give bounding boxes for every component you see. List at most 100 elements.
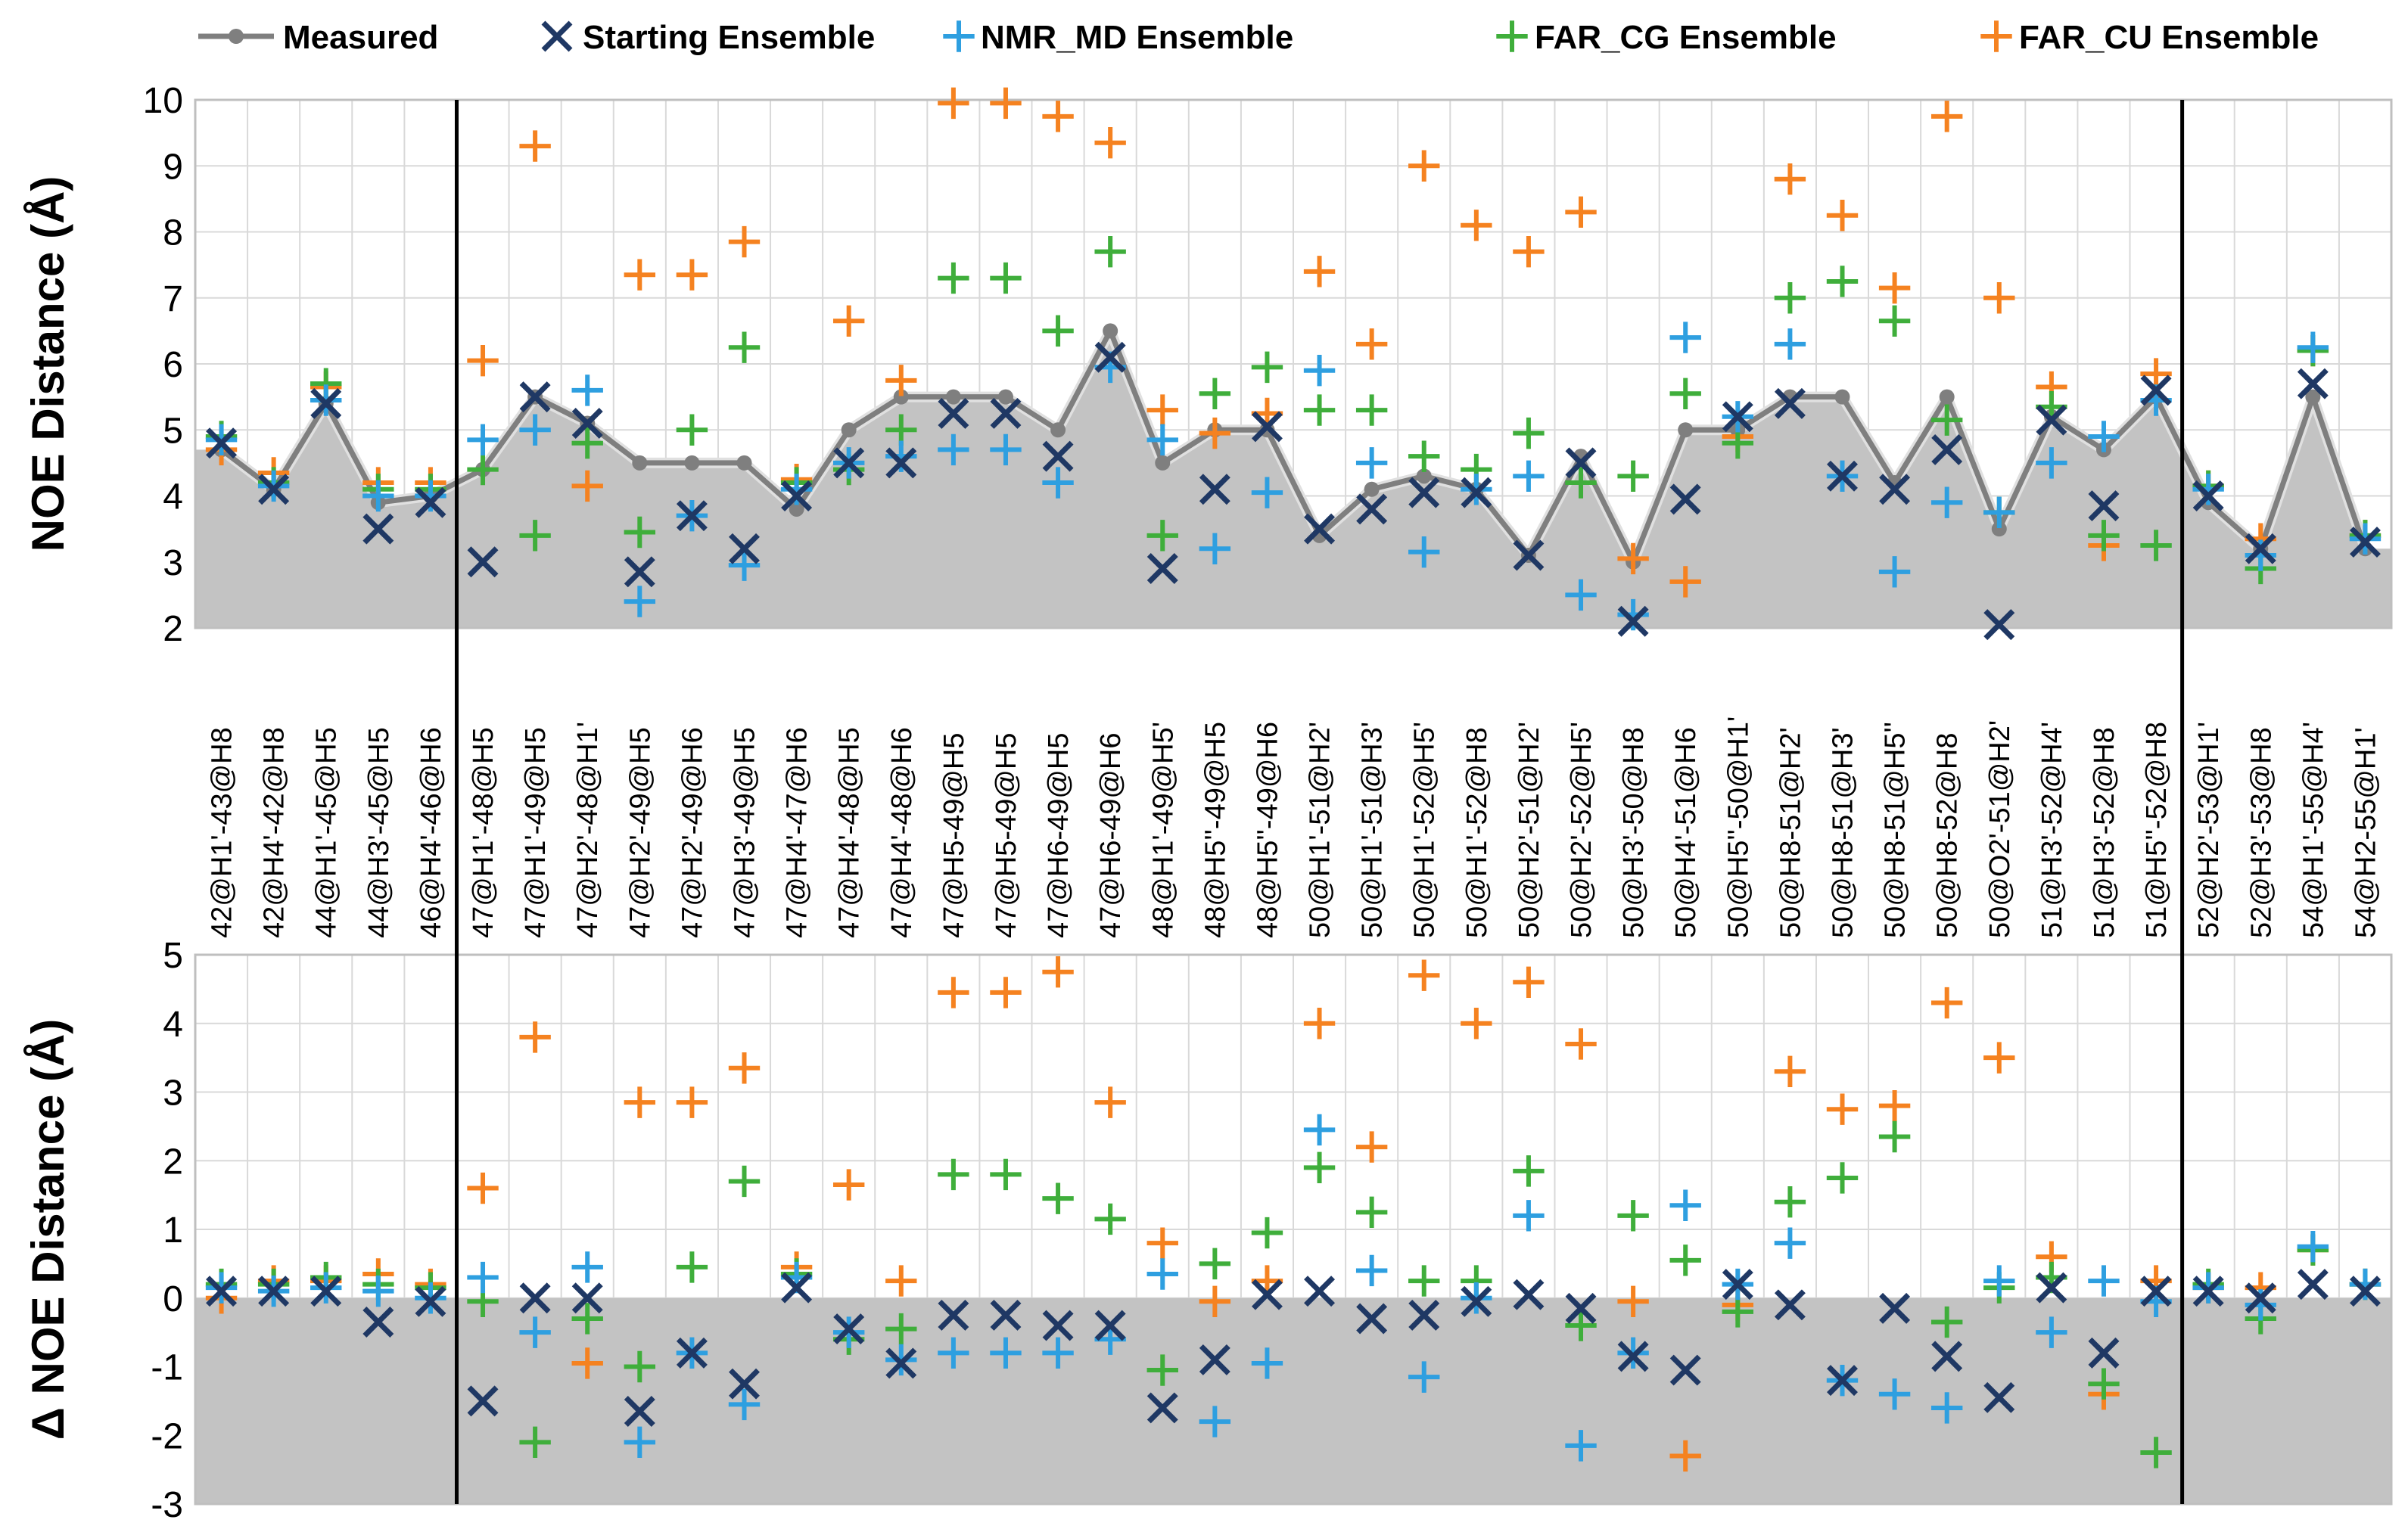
category-label: 51@H3'-52@H4' bbox=[2036, 722, 2068, 938]
far-cu-ensemble-marker bbox=[519, 130, 551, 162]
measured-point bbox=[893, 389, 909, 405]
far-cg-ensemble-marker bbox=[676, 414, 708, 446]
nmr-md-ensemble-marker bbox=[885, 440, 917, 472]
starting-ensemble-marker bbox=[2297, 368, 2329, 399]
measured-point bbox=[1050, 422, 1066, 438]
starting-ensemble-marker bbox=[467, 546, 499, 578]
far-cu-ensemble-marker bbox=[1826, 1093, 1859, 1125]
category-label: 42@H4'-42@H8 bbox=[259, 727, 291, 938]
far-cg-ensemble-marker bbox=[571, 1303, 603, 1335]
negative-shaded-area bbox=[195, 1297, 2391, 1504]
measured-point bbox=[736, 455, 752, 471]
category-label: 44@H3'-45@H5 bbox=[363, 727, 395, 938]
nmr-md-ensemble-marker bbox=[2088, 421, 2120, 452]
nmr-md-ensemble-marker bbox=[571, 1251, 603, 1283]
far-cg-ensemble-marker bbox=[1408, 1265, 1440, 1297]
far-cu-ensemble-marker bbox=[1461, 1008, 1492, 1039]
far-cg-ensemble-marker bbox=[885, 1313, 917, 1345]
nmr-md-ensemble-marker bbox=[1565, 579, 1597, 611]
far-cg-ensemble-marker bbox=[1722, 1296, 1754, 1328]
far-cu-ensemble-marker bbox=[1565, 196, 1597, 228]
far-cu-ensemble-marker bbox=[990, 87, 1022, 120]
legend-swatch-far_cu bbox=[1980, 20, 2012, 52]
starting-ensemble-marker bbox=[2140, 374, 2172, 406]
far-cu-ensemble-marker bbox=[1355, 1131, 1388, 1163]
nmr-md-ensemble-marker bbox=[467, 1261, 499, 1294]
starting-ensemble-marker bbox=[2036, 1272, 2067, 1304]
category-label: 51@H3'-52@H8 bbox=[2089, 727, 2120, 938]
measured-point bbox=[1834, 389, 1850, 405]
starting-ensemble-marker bbox=[1408, 1299, 1440, 1331]
starting-ensemble-marker bbox=[2349, 1276, 2381, 1307]
legend: Measured Starting Ensemble NMR_MD Ensemble… bbox=[198, 19, 2319, 56]
measured-point bbox=[1103, 323, 1118, 339]
category-label: 47@H4'-48@H5 bbox=[834, 727, 866, 938]
category-label: 48@H5''-49@H6 bbox=[1252, 722, 1283, 938]
measured-point bbox=[789, 501, 804, 517]
far-cg-ensemble-marker bbox=[1251, 1217, 1283, 1249]
far-cu-ensemble-marker bbox=[1094, 1086, 1126, 1118]
category-label: 47@H1'-48@H5 bbox=[468, 727, 499, 938]
far-cg-ensemble-marker bbox=[1669, 378, 1701, 409]
far-cg-ensemble-marker bbox=[1617, 1200, 1649, 1232]
starting-ensemble-marker bbox=[1827, 460, 1858, 492]
far-cg-ensemble-marker bbox=[1878, 1120, 1911, 1153]
far-cu-ensemble-marker bbox=[1094, 127, 1126, 159]
starting-ensemble-marker bbox=[624, 556, 655, 588]
legend-label-measured: Measured bbox=[283, 19, 438, 56]
category-label: 50@H8-51@H5'' bbox=[1880, 722, 1912, 938]
nmr-md-ensemble-marker bbox=[990, 1337, 1022, 1369]
category-label: 47@H2'-49@H6 bbox=[677, 727, 708, 938]
starting-ensemble-marker bbox=[729, 533, 760, 564]
category-label: 52@H2'-53@H1' bbox=[2193, 722, 2225, 938]
starting-ensemble-marker bbox=[1461, 477, 1492, 508]
y-tick-label: 10 bbox=[143, 81, 183, 121]
far-cu-ensemble-marker bbox=[1930, 101, 1963, 132]
category-label: 48@H1'-49@H5' bbox=[1147, 722, 1179, 938]
nmr-md-ensemble-marker bbox=[624, 1426, 656, 1459]
nmr-md-ensemble-marker bbox=[1565, 1430, 1597, 1462]
starting-ensemble-marker bbox=[1722, 1269, 1753, 1300]
category-label: 46@H4'-46@H6 bbox=[415, 727, 447, 938]
far-cg-ensemble-marker bbox=[676, 1251, 708, 1283]
starting-ensemble-marker bbox=[1565, 1292, 1597, 1324]
starting-ensemble-marker bbox=[206, 1276, 238, 1307]
nmr-md-ensemble-marker bbox=[2036, 1316, 2067, 1348]
far-cu-ensemble-marker bbox=[832, 305, 865, 337]
starting-ensemble-marker bbox=[990, 397, 1022, 429]
far-cu-ensemble-marker bbox=[938, 87, 969, 120]
nmr-md-ensemble-marker bbox=[1983, 496, 2015, 529]
nmr-md-ensemble-marker bbox=[1513, 460, 1545, 493]
far-cg-ensemble-marker bbox=[519, 1426, 551, 1459]
far-cu-ensemble-marker bbox=[676, 1086, 708, 1118]
starting-ensemble-marker bbox=[1931, 433, 1963, 465]
y-tick-label: 4 bbox=[163, 1005, 183, 1045]
starting-ensemble-marker bbox=[1931, 1341, 1963, 1372]
far-cg-ensemble-marker bbox=[1199, 1248, 1231, 1280]
far-cu-ensemble-marker bbox=[1669, 566, 1701, 598]
starting-ensemble-marker bbox=[1617, 605, 1649, 637]
far-cu-ensemble-marker bbox=[1878, 272, 1911, 304]
legend-swatch-starting bbox=[541, 20, 573, 52]
far-cu-ensemble-marker bbox=[1461, 210, 1492, 241]
far-cu-ensemble-marker bbox=[1774, 1055, 1806, 1087]
nmr-md-ensemble-marker bbox=[1983, 1265, 2015, 1297]
starting-ensemble-marker bbox=[1669, 1354, 1701, 1386]
starting-ensemble-marker bbox=[571, 408, 603, 439]
far-cg-ensemble-marker bbox=[1826, 266, 1859, 297]
far-cg-ensemble-marker bbox=[1930, 1306, 1963, 1338]
measured-point bbox=[1416, 468, 1432, 484]
far-cu-ensemble-marker bbox=[1199, 1285, 1231, 1317]
nmr-md-ensemble-marker bbox=[2192, 474, 2224, 505]
far-cg-ensemble-marker bbox=[1303, 1151, 1336, 1184]
nmr-md-ensemble-marker bbox=[1042, 1337, 1074, 1369]
starting-ensemble-marker bbox=[2349, 527, 2381, 558]
far-cg-ensemble-marker bbox=[1042, 1182, 1074, 1214]
starting-ensemble-marker bbox=[2140, 1276, 2172, 1307]
y-tick-label: 3 bbox=[163, 543, 183, 583]
category-label: 50@H8-51@H2' bbox=[1775, 727, 1806, 938]
nmr-md-ensemble-marker bbox=[571, 374, 603, 406]
starting-ensemble-marker bbox=[2088, 490, 2120, 522]
nmr-md-ensemble-marker bbox=[1199, 533, 1231, 564]
